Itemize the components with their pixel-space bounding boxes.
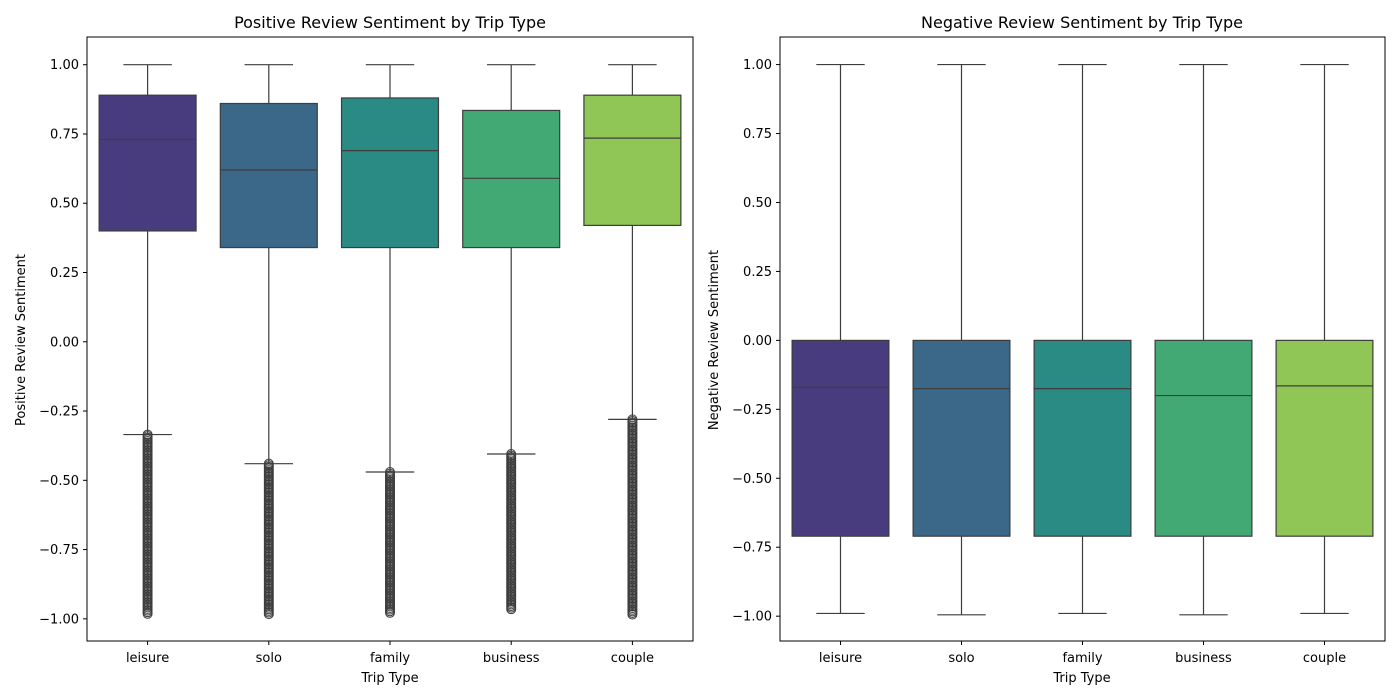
box-business <box>1154 339 1253 537</box>
chart-title: Negative Review Sentiment by Trip Type <box>921 13 1243 32</box>
x-tick-label: business <box>483 651 540 666</box>
box-leisure <box>98 94 197 232</box>
outlier-point <box>263 609 274 620</box>
x-tick-label: family <box>1062 651 1102 666</box>
y-tick-label: 0.75 <box>50 127 79 142</box>
x-tick-label: couple <box>1303 651 1346 666</box>
outlier-point <box>142 608 153 619</box>
box-family <box>340 97 440 249</box>
axes-frame <box>86 36 694 642</box>
y-axis-label: Negative Review Sentiment <box>707 250 722 430</box>
plot-area: 1.00 0.75 0.50 0.25 0.00 −0.25 −0.50 −0.75 −1.00… <box>39 58 682 666</box>
y-tick-label: 1.00 <box>50 58 79 73</box>
x-tick-label: solo <box>256 651 282 666</box>
chart-title: Positive Review Sentiment by Trip Type <box>234 13 546 32</box>
x-tick-label: leisure <box>819 651 862 666</box>
x-tick-label: leisure <box>126 651 169 666</box>
box-family <box>1033 339 1132 537</box>
x-axis-label: Trip Type <box>1052 671 1110 686</box>
outlier-point <box>506 604 517 615</box>
y-tick-label: −0.25 <box>39 405 79 420</box>
y-tick-label: 0.50 <box>743 196 772 211</box>
y-tick-label: −1.00 <box>39 612 79 627</box>
plot-area: 1.00 0.75 0.50 0.25 0.00 −0.25 −0.50 −0.75 −1.00… <box>732 58 1374 666</box>
box-leisure <box>791 339 890 537</box>
box-solo <box>912 339 1011 537</box>
x-tick-label: business <box>1175 651 1232 666</box>
chart-negative-sentiment: Negative Review Sentiment by Trip Type T… <box>707 13 1386 686</box>
y-tick-label: −0.50 <box>39 474 79 489</box>
y-tick-label: −1.00 <box>732 610 772 625</box>
box-business <box>462 109 561 249</box>
x-tick-label: solo <box>948 651 974 666</box>
y-tick-label: 0.00 <box>50 335 79 350</box>
y-tick-label: 0.75 <box>743 127 772 142</box>
y-axis-label: Positive Review Sentiment <box>14 254 29 426</box>
x-axis-label: Trip Type <box>360 671 418 686</box>
box-couple <box>583 94 682 227</box>
x-tick-label: couple <box>611 651 654 666</box>
box-solo <box>219 102 318 249</box>
y-tick-label: −0.75 <box>39 543 79 558</box>
y-tick-label: −0.25 <box>732 403 772 418</box>
y-tick-label: −0.75 <box>732 541 772 556</box>
y-tick-label: 1.00 <box>743 58 772 73</box>
y-tick-label: −0.50 <box>732 472 772 487</box>
y-tick-label: 0.25 <box>743 265 772 280</box>
outlier-point <box>627 609 638 620</box>
y-tick-label: 0.00 <box>743 334 772 349</box>
box-couple <box>1275 339 1374 537</box>
y-tick-label: 0.50 <box>50 197 79 212</box>
chart-positive-sentiment: Positive Review Sentiment by Trip Type T… <box>14 13 694 686</box>
axes-frame <box>779 36 1386 642</box>
x-tick-label: family <box>370 651 410 666</box>
outlier-point <box>385 607 395 618</box>
y-tick-label: 0.25 <box>50 266 79 281</box>
